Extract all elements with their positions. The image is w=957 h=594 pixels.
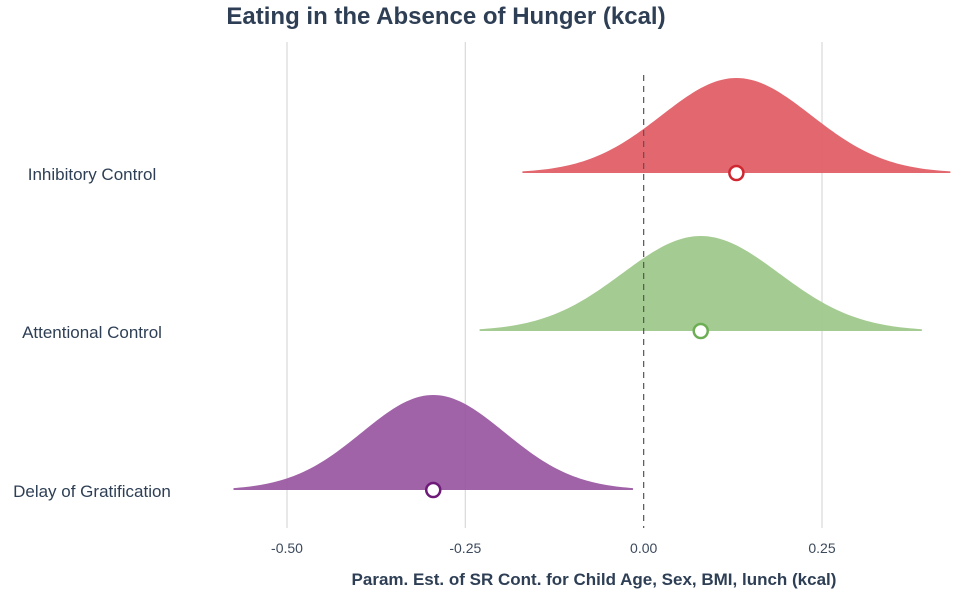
point-estimate <box>728 164 745 182</box>
point-estimate <box>424 481 442 499</box>
density-ridge <box>479 236 922 331</box>
density-ridge <box>233 395 633 490</box>
x-tick-label: -0.50 <box>271 540 303 556</box>
point-estimate <box>692 322 709 340</box>
x-tick-label: 0.25 <box>808 540 835 556</box>
x-tick-label: 0.00 <box>630 540 657 556</box>
ridge-layer <box>233 78 951 490</box>
point-layer <box>424 164 745 499</box>
category-label: Inhibitory Control <box>28 165 157 184</box>
x-tick-layer: -0.50 -0.25 0.00 0.25 <box>271 540 836 556</box>
category-label: Attentional Control <box>22 323 162 342</box>
category-label: Delay of Gratification <box>13 482 171 501</box>
category-label-layer: Inhibitory Control Attentional Control Del… <box>13 165 171 501</box>
x-axis-label: Param. Est. of SR Cont. for Child Age, S… <box>352 570 837 589</box>
chart-title: Eating in the Absence of Hunger (kcal) <box>226 3 665 30</box>
x-tick-label: -0.25 <box>449 540 481 556</box>
density-ridge <box>522 78 951 173</box>
